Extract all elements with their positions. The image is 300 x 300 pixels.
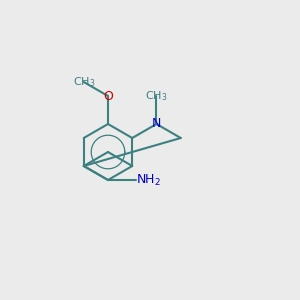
Text: O: O <box>103 89 113 103</box>
Text: CH$_3$: CH$_3$ <box>145 89 168 103</box>
Text: NH$_2$: NH$_2$ <box>136 172 161 188</box>
Text: CH$_3$: CH$_3$ <box>73 75 95 89</box>
Text: N: N <box>152 118 161 130</box>
